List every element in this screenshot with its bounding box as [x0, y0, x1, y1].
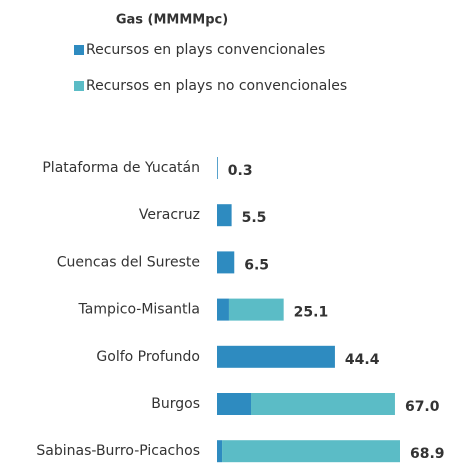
bar-segment [228, 298, 284, 321]
legend-label: Recursos en plays no convencionales [86, 78, 347, 94]
bar-segment [217, 440, 223, 463]
data-label: 0.3 [228, 163, 253, 179]
legend-label: Recursos en plays convencionales [86, 42, 325, 58]
data-label: 44.4 [345, 352, 380, 368]
category-label: Golfo Profundo [96, 349, 200, 365]
chart-title: Gas (MMMMpc) [116, 13, 228, 28]
category-label: Tampico-Misantla [78, 302, 200, 318]
legend-swatch [74, 81, 84, 91]
category-label: Cuencas del Sureste [57, 254, 200, 270]
bar-segment [217, 393, 251, 415]
category-label: Burgos [151, 396, 200, 412]
data-label: 25.1 [294, 305, 329, 321]
bar-segment [250, 393, 395, 415]
category-label: Sabinas-Burro-Picachos [36, 443, 200, 459]
legend-swatch [74, 45, 84, 55]
bar-segment [217, 251, 235, 274]
bar-segment [222, 440, 400, 463]
data-label: 6.5 [244, 257, 269, 273]
data-label: 68.9 [410, 446, 445, 462]
data-label: 67.0 [405, 399, 440, 415]
category-label: Veracruz [139, 207, 200, 223]
bar-segment [217, 345, 335, 368]
bar-segment [217, 157, 218, 179]
data-label: 5.5 [242, 210, 267, 226]
bar-segment [217, 204, 232, 227]
category-label: Plataforma de Yucatán [42, 160, 200, 176]
bar-segment [217, 298, 229, 321]
